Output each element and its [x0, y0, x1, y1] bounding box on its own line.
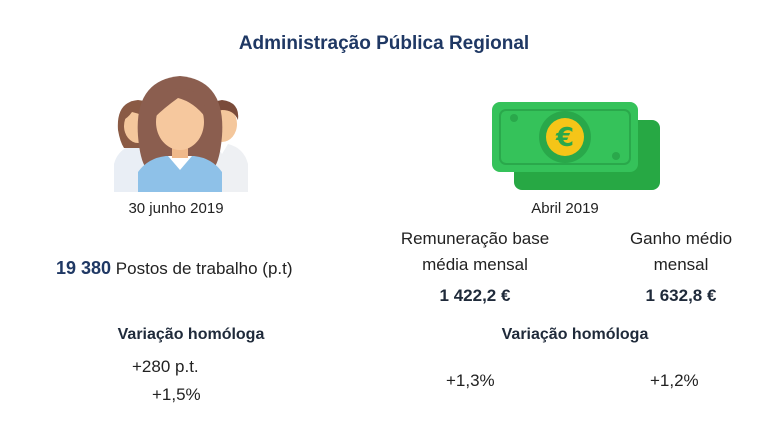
center-person-figure [137, 76, 223, 192]
earnings-variation: +1,2% [650, 371, 699, 390]
page-title: Administração Pública Regional [238, 33, 530, 54]
jobs-label: Postos de trabalho (p.t) [115, 259, 293, 278]
earnings-value: 1 632,8 € [645, 286, 717, 305]
jobs-count: 19 380 Postos de trabalho (p.t) [56, 258, 386, 279]
svg-text:€: € [555, 123, 574, 153]
pay-variation-header: Variação homóloga [501, 326, 649, 343]
base-pay-label-line1: Remuneração base [400, 229, 550, 248]
earnings-label-line2: mensal [653, 255, 709, 274]
jobs-variation-pct: +1,5% [152, 385, 201, 404]
euro-banknote-icon: € [492, 102, 660, 190]
earnings-label: Ganho médio mensal [606, 226, 756, 278]
jobs-variation-header: Variação homóloga [117, 326, 265, 343]
base-pay-label-line2: média mensal [422, 255, 528, 274]
jobs-value: 19 380 [56, 258, 112, 278]
base-pay-value: 1 422,2 € [439, 286, 511, 305]
earnings-label-line1: Ganho médio [629, 229, 733, 248]
jobs-variation-abs: +280 p.t. [132, 357, 199, 376]
jobs-date: 30 junho 2019 [128, 200, 224, 217]
base-pay-variation: +1,3% [446, 371, 495, 390]
base-pay-label: Remuneração base média mensal [382, 226, 568, 278]
pay-date: Abril 2019 [531, 200, 599, 217]
people-group-icon [114, 76, 248, 192]
